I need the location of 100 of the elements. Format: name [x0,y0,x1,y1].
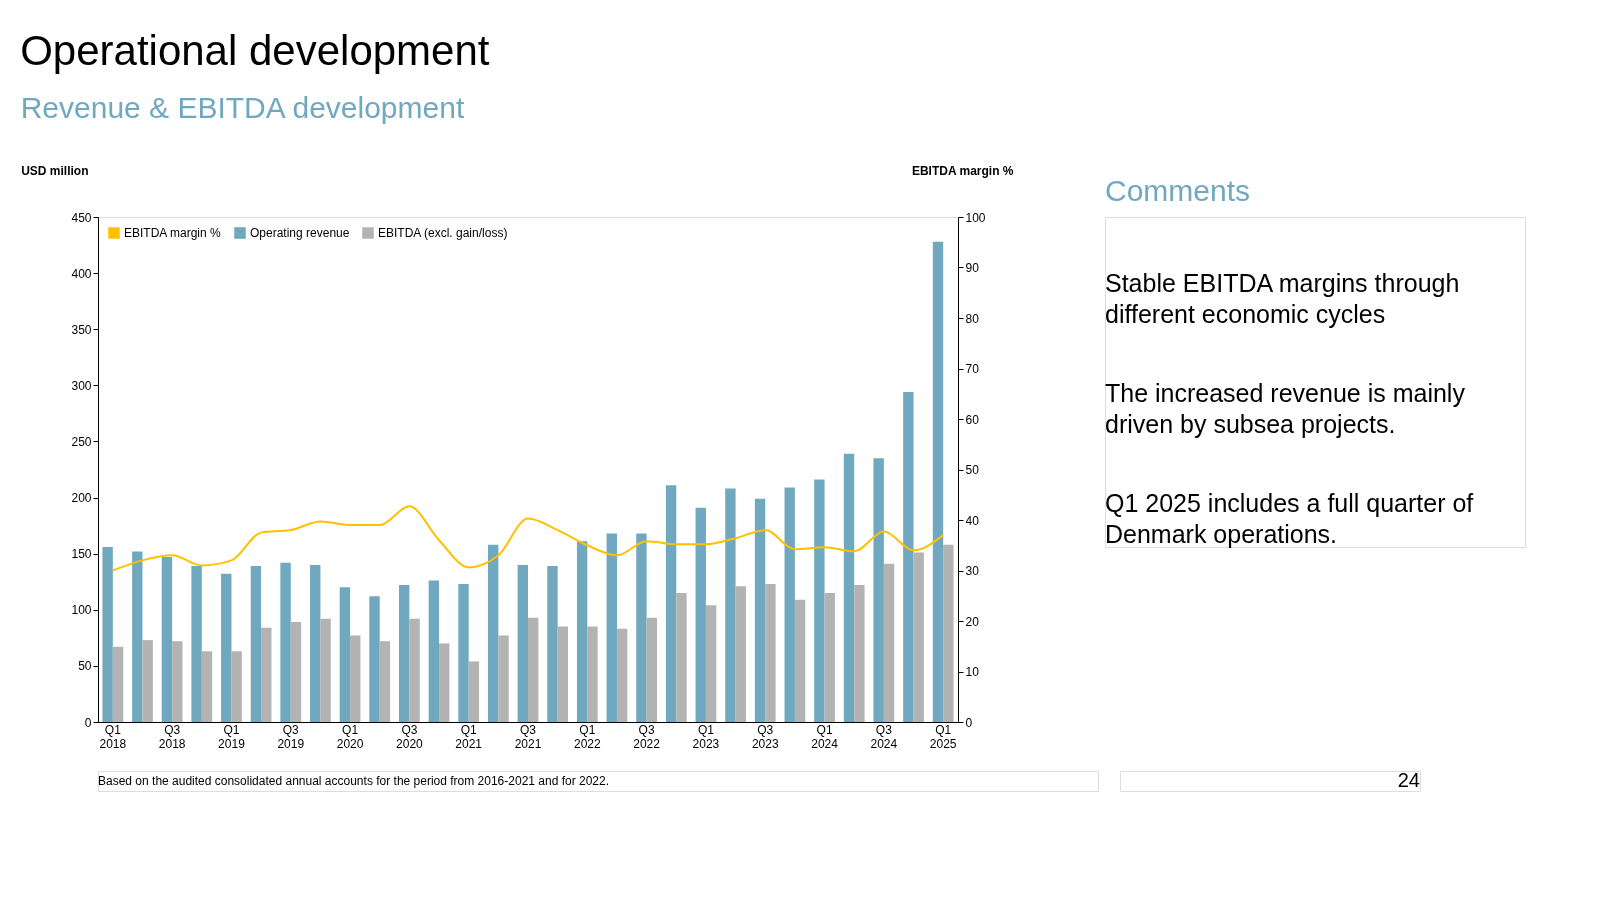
text: The increased revenue is mainly driven by subsea projects. [1105,379,1466,438]
text: 24 [1397,769,1420,791]
x-tick-label: Q1 2021 [455,722,483,751]
bar [221,573,232,722]
y-tick-label: 0 [84,715,92,730]
bar [854,585,865,722]
y2-tick-label: 10 [965,665,980,679]
bar [616,628,628,722]
bar [695,507,706,722]
bar [161,557,173,722]
bar [498,635,509,722]
y2-tick-label: 80 [965,311,980,326]
x-tick-label: Q3 2023 [751,722,779,751]
bar [310,564,321,722]
bar [883,563,895,722]
x-tick-label: Q3 2018 [158,722,186,751]
legend-label: EBITDA margin % [124,226,222,240]
y-tick-label: 250 [71,434,92,449]
chart-subtitle: Revenue & EBITDA development [20,91,465,124]
x-tick-label: Q3 2024 [870,722,898,751]
legend-label: Operating revenue [250,226,350,240]
x-tick-label: Q1 2019 [218,722,246,751]
bar [369,596,380,722]
bar [487,544,499,722]
text: Based on the audited consolidated annual accounts for the period from 2016-2021 and for 2022. [98,774,610,788]
y2-tick-label: 40 [965,513,980,528]
y2-tick-label: 50 [965,463,980,477]
bar [943,544,954,722]
bar [399,585,410,722]
bar [379,641,391,722]
bar [290,622,302,722]
x-tick-label: Q3 2022 [633,722,661,751]
text: Stable EBITDA margins through different economic cycles [1105,269,1460,328]
bar [172,641,183,722]
bar [250,566,262,722]
bar [191,566,202,722]
y-tick-label: 400 [71,266,92,281]
y2-tick-label: 70 [965,362,980,376]
x-tick-label: Q1 2018 [99,722,127,751]
y-tick-label: 100 [71,603,92,618]
text: Q1 2025 includes a full quarter of Denmark operations. [1105,489,1474,548]
bar [676,592,687,722]
x-tick-label: Q1 2025 [929,722,957,751]
y2-tick-label: 90 [965,261,980,275]
y2-tick-label: 60 [965,412,980,427]
x-tick-label: Q3 2019 [277,722,305,751]
x-tick-label: Q1 2024 [811,722,839,751]
bar [576,541,588,722]
bar [903,392,914,722]
bar [705,605,717,722]
y-tick-label: 200 [71,491,92,506]
bar [873,458,884,722]
bar [606,533,617,722]
x-tick-label: Q1 2020 [336,722,364,751]
y-tick-label: 350 [71,322,92,337]
y-axis-title: USD million [21,163,89,178]
bar [339,587,351,722]
y2-tick-label: 0 [965,715,973,730]
bar [112,646,124,722]
x-tick-label: Q1 2023 [692,722,720,751]
bar [814,479,825,722]
y-tick-label: 300 [71,378,92,393]
text: Comments [1105,174,1251,207]
bar [636,533,647,722]
bar [932,241,944,722]
bar [350,635,361,722]
bar [913,552,924,722]
bar [132,551,143,722]
y-tick-label: 50 [78,659,92,674]
bar [102,546,113,722]
bar [794,599,806,722]
y2-tick-label: 100 [965,210,986,225]
bar [468,661,480,722]
y2-axis-title: EBITDA margin % [911,163,1014,178]
bar [458,583,469,722]
y2-tick-label: 20 [965,614,980,629]
bar [824,592,835,722]
bar [665,485,677,722]
y-tick-label: 150 [71,547,92,562]
bar [261,627,272,722]
bar [201,651,213,722]
x-tick-label: Q1 2022 [573,722,601,751]
bar [784,487,795,722]
bar [428,580,440,722]
chart-title: Operational development [20,26,490,74]
bar [765,583,776,722]
bar [439,643,450,722]
y2-tick-label: 30 [965,564,980,578]
line-series [111,505,945,572]
bar [231,651,242,722]
x-tick-label: Q3 2020 [396,722,424,751]
y-tick-label: 450 [71,210,92,225]
bar [843,453,855,722]
bar [409,618,420,722]
bar [528,617,539,722]
bar [725,488,736,722]
bar [320,618,331,722]
bar [557,626,569,722]
bar [646,617,657,722]
bar [587,626,598,722]
